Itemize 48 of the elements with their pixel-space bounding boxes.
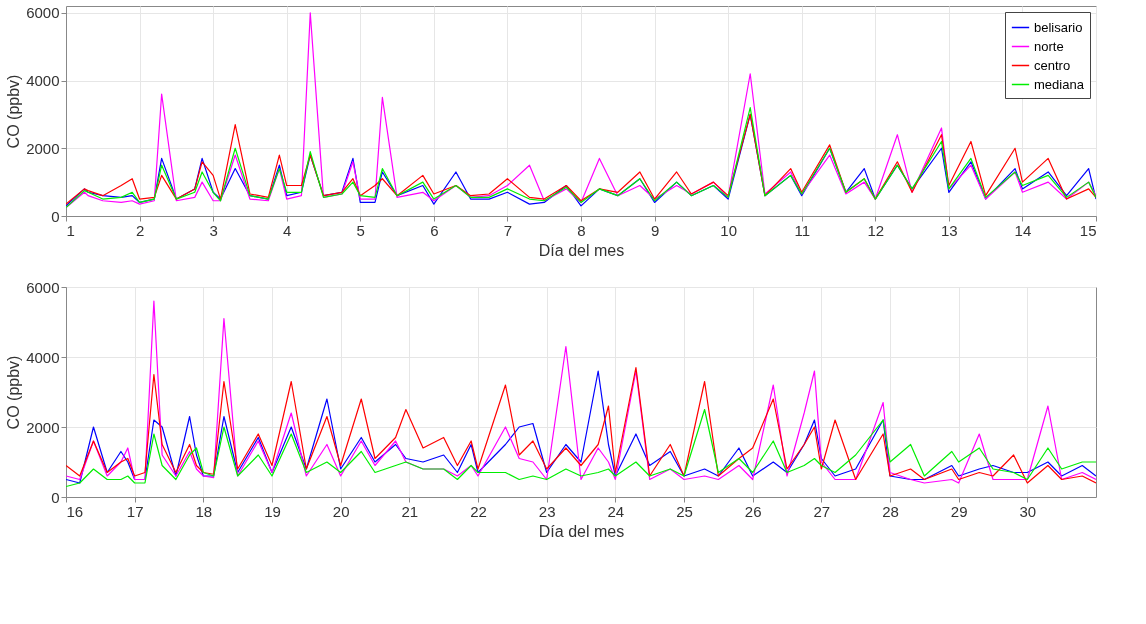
x-tick-label: 30 bbox=[1019, 502, 1037, 520]
x-tick-label: 5 bbox=[356, 221, 365, 239]
x-tick-label: 24 bbox=[607, 502, 625, 520]
x-tick-label: 8 bbox=[577, 221, 586, 239]
y-tick-label: 6000 bbox=[26, 4, 60, 22]
x-tick-label: 1 bbox=[66, 221, 75, 239]
x-tick-label: 4 bbox=[283, 221, 292, 239]
x-tick-label: 25 bbox=[676, 502, 693, 520]
line-series bbox=[66, 408, 1096, 488]
x-axis-title: Día del mes bbox=[538, 241, 625, 259]
y-tick-label: 2000 bbox=[26, 139, 60, 157]
legend-label: centro bbox=[1034, 57, 1071, 73]
x-tick-label: 11 bbox=[794, 221, 810, 239]
y-tick-label: 2000 bbox=[26, 418, 60, 436]
legend-label: belisario bbox=[1034, 19, 1083, 35]
x-tick-label: 22 bbox=[470, 502, 487, 520]
x-tick-label: 9 bbox=[650, 221, 660, 239]
y-tick-label: 0 bbox=[51, 488, 60, 506]
x-tick-label: 16 bbox=[66, 502, 84, 520]
x-tick-label: 21 bbox=[401, 502, 419, 520]
line-series bbox=[66, 300, 1096, 484]
x-tick-label: 29 bbox=[950, 502, 968, 520]
x-tick-label: 15 bbox=[1079, 221, 1097, 239]
y-axis-title: CO (ppbv) bbox=[5, 355, 23, 430]
x-tick-label: 23 bbox=[538, 502, 556, 520]
y-tick-label: 4000 bbox=[26, 72, 60, 90]
x-tick-label: 6 bbox=[430, 221, 439, 239]
y-tick-label: 0 bbox=[51, 207, 60, 225]
x-tick-label: 3 bbox=[209, 221, 218, 239]
x-tick-label: 27 bbox=[813, 502, 831, 520]
x-tick-label: 13 bbox=[941, 221, 958, 239]
x-tick-label: 14 bbox=[1014, 221, 1032, 239]
x-tick-label: 12 bbox=[867, 221, 885, 239]
x-tick-label: 18 bbox=[195, 502, 213, 520]
x-tick-label: 19 bbox=[264, 502, 281, 520]
x-tick-label: 17 bbox=[126, 502, 144, 520]
x-tick-label: 26 bbox=[744, 502, 762, 520]
y-tick-label: 6000 bbox=[26, 278, 60, 296]
legend-label: norte bbox=[1034, 38, 1064, 54]
y-tick-label: 4000 bbox=[26, 348, 60, 366]
x-axis-title: Día del mes bbox=[538, 522, 625, 540]
x-tick-label: 28 bbox=[882, 502, 899, 520]
x-tick-label: 10 bbox=[720, 221, 737, 239]
legend-label: mediana bbox=[1034, 76, 1085, 92]
x-tick-label: 2 bbox=[135, 221, 145, 239]
y-axis-title: CO (ppbv) bbox=[5, 74, 23, 149]
x-tick-label: 20 bbox=[332, 502, 350, 520]
x-tick-label: 7 bbox=[503, 221, 513, 239]
